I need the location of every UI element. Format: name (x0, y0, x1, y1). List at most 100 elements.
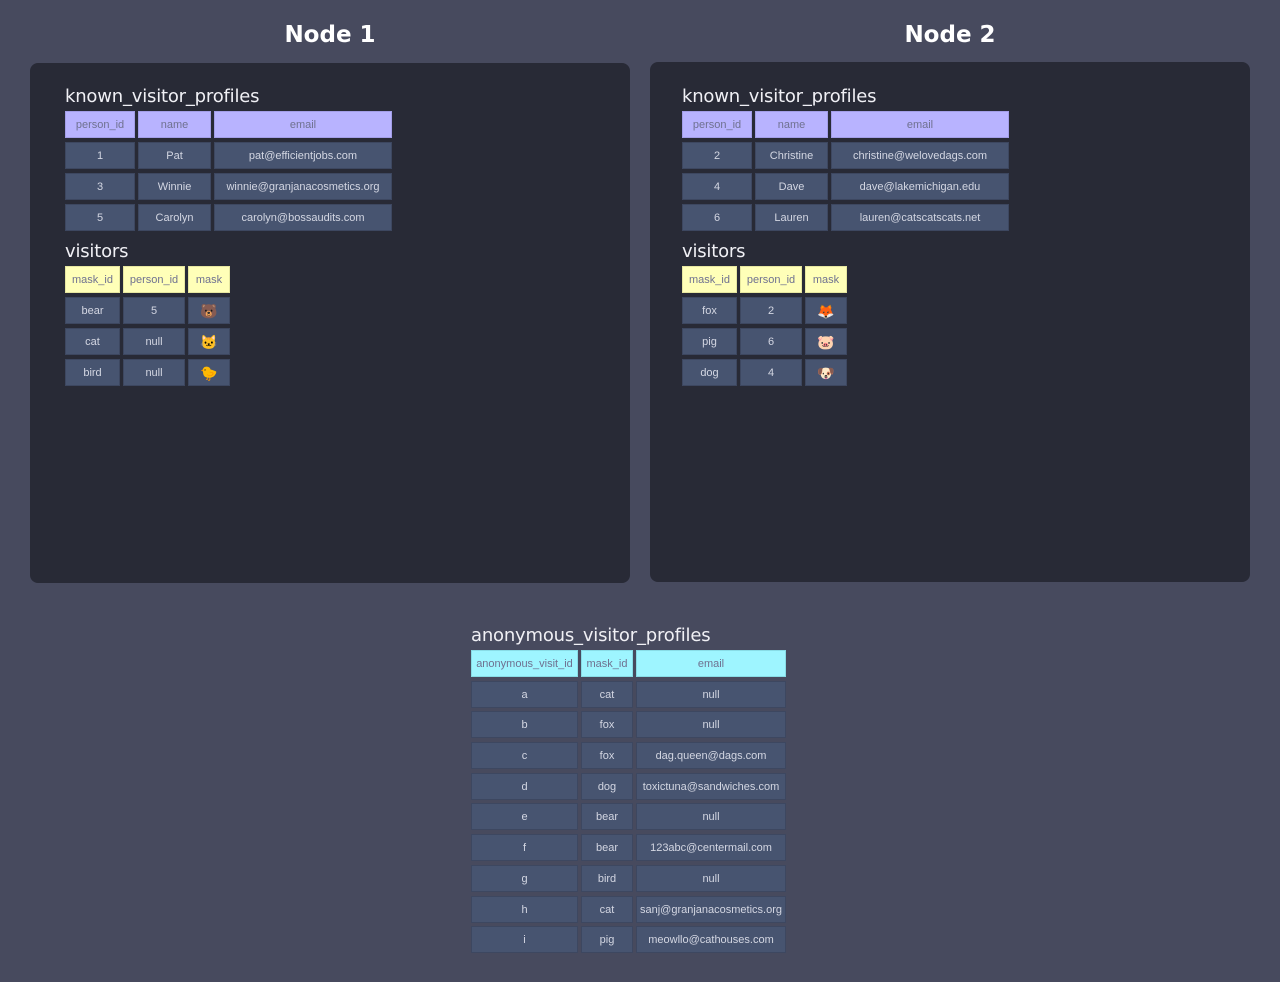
table-cell: dog (682, 359, 737, 386)
table-row: c fox dag.queen@dags.com (471, 742, 786, 770)
table-cell: christine@welovedags.com (831, 142, 1009, 169)
table-cell: b (471, 711, 578, 739)
visitors-table: visitors mask_id person_id mask bear 5 🐻 cat nul… (65, 240, 230, 390)
table-header-row: mask_id person_id mask (65, 266, 230, 293)
table-title: visitors (65, 241, 129, 262)
table-cell: null (636, 711, 786, 739)
table-cell: null (636, 680, 786, 708)
table-header-row: person_id name email (65, 111, 392, 138)
table-row: pig 6 🐷 (682, 328, 847, 355)
column-header-mask: mask (188, 266, 230, 293)
mask-emoji-icon: 🐶 (805, 359, 847, 386)
table-cell: carolyn@bossaudits.com (214, 204, 392, 231)
table-cell: meowllo@cathouses.com (636, 926, 786, 954)
anonymous-visitor-profiles-table: anonymous_visitor_profiles anonymous_visi… (471, 624, 786, 957)
node-1-title: Node 1 (284, 22, 376, 48)
column-header-mask-id: mask_id (65, 266, 120, 293)
table-cell: i (471, 926, 578, 954)
table-cell: fox (581, 742, 633, 770)
table-row: dog 4 🐶 (682, 359, 847, 386)
table-cell: bird (581, 864, 633, 892)
table-row: h cat sanj@granjanacosmetics.org (471, 895, 786, 923)
table-row: 4 Dave dave@lakemichigan.edu (682, 173, 1009, 200)
column-header-person-id: person_id (740, 266, 802, 293)
table-title: visitors (682, 241, 746, 262)
table-row: 3 Winnie winnie@granjanacosmetics.org (65, 173, 392, 200)
table-row: bird null 🐤 (65, 359, 230, 386)
column-header-email: email (636, 650, 786, 677)
node-2-panel: known_visitor_profiles person_id name email… (650, 62, 1250, 582)
table-row: b fox null (471, 711, 786, 739)
table-cell: bear (581, 803, 633, 831)
table-cell: null (123, 359, 185, 386)
table-cell: bird (65, 359, 120, 386)
table-cell: g (471, 864, 578, 892)
column-header-person-id: person_id (123, 266, 185, 293)
table-row: i pig meowllo@cathouses.com (471, 926, 786, 954)
table-title: known_visitor_profiles (682, 86, 877, 107)
table-cell: 1 (65, 142, 135, 169)
table-cell: bear (65, 297, 120, 324)
table-title: known_visitor_profiles (65, 86, 260, 107)
table-cell: fox (581, 711, 633, 739)
known-visitor-profiles-table: known_visitor_profiles person_id name email… (65, 85, 392, 235)
table-cell: Dave (755, 173, 828, 200)
node-1-panel: known_visitor_profiles person_id name email… (30, 63, 630, 583)
table-row: g bird null (471, 864, 786, 892)
table-row: 1 Pat pat@efficientjobs.com (65, 142, 392, 169)
visitors-table: visitors mask_id person_id mask fox 2 🦊 pig 6 🐷 do… (682, 240, 847, 390)
table-row: 2 Christine christine@welovedags.com (682, 142, 1009, 169)
table-cell: Christine (755, 142, 828, 169)
column-header-person-id: person_id (682, 111, 752, 138)
table-cell: pig (682, 328, 737, 355)
mask-emoji-icon: 🐷 (805, 328, 847, 355)
table-cell: cat (581, 680, 633, 708)
table-cell: 3 (65, 173, 135, 200)
table-cell: winnie@granjanacosmetics.org (214, 173, 392, 200)
table-cell: 2 (740, 297, 802, 324)
table-cell: f (471, 834, 578, 862)
node-2-title: Node 2 (904, 22, 996, 48)
table-cell: e (471, 803, 578, 831)
table-cell: c (471, 742, 578, 770)
table-row: a cat null (471, 680, 786, 708)
table-header-row: mask_id person_id mask (682, 266, 847, 293)
column-header-email: email (214, 111, 392, 138)
table-cell: d (471, 772, 578, 800)
table-cell: fox (682, 297, 737, 324)
table-cell: 6 (740, 328, 802, 355)
table-cell: pat@efficientjobs.com (214, 142, 392, 169)
table-row: e bear null (471, 803, 786, 831)
table-row: f bear 123abc@centermail.com (471, 834, 786, 862)
table-cell: dog (581, 772, 633, 800)
table-row: bear 5 🐻 (65, 297, 230, 324)
column-header-anonymous-visit-id: anonymous_visit_id (471, 650, 578, 677)
table-cell: dave@lakemichigan.edu (831, 173, 1009, 200)
table-cell: dag.queen@dags.com (636, 742, 786, 770)
table-cell: 2 (682, 142, 752, 169)
table-row: d dog toxictuna@sandwiches.com (471, 772, 786, 800)
table-cell: sanj@granjanacosmetics.org (636, 895, 786, 923)
table-cell: a (471, 680, 578, 708)
column-header-name: name (755, 111, 828, 138)
column-header-person-id: person_id (65, 111, 135, 138)
table-cell: toxictuna@sandwiches.com (636, 772, 786, 800)
column-header-email: email (831, 111, 1009, 138)
table-row: cat null 🐱 (65, 328, 230, 355)
table-header-row: person_id name email (682, 111, 1009, 138)
mask-emoji-icon: 🦊 (805, 297, 847, 324)
table-cell: 4 (682, 173, 752, 200)
table-cell: 5 (65, 204, 135, 231)
table-cell: null (636, 803, 786, 831)
table-cell: cat (65, 328, 120, 355)
table-cell: pig (581, 926, 633, 954)
table-row: fox 2 🦊 (682, 297, 847, 324)
table-cell: 4 (740, 359, 802, 386)
column-header-mask: mask (805, 266, 847, 293)
known-visitor-profiles-table: known_visitor_profiles person_id name email… (682, 85, 1009, 235)
table-row: 6 Lauren lauren@catscatscats.net (682, 204, 1009, 231)
table-title: anonymous_visitor_profiles (471, 625, 711, 646)
table-cell: 6 (682, 204, 752, 231)
table-cell: cat (581, 895, 633, 923)
table-cell: null (636, 864, 786, 892)
